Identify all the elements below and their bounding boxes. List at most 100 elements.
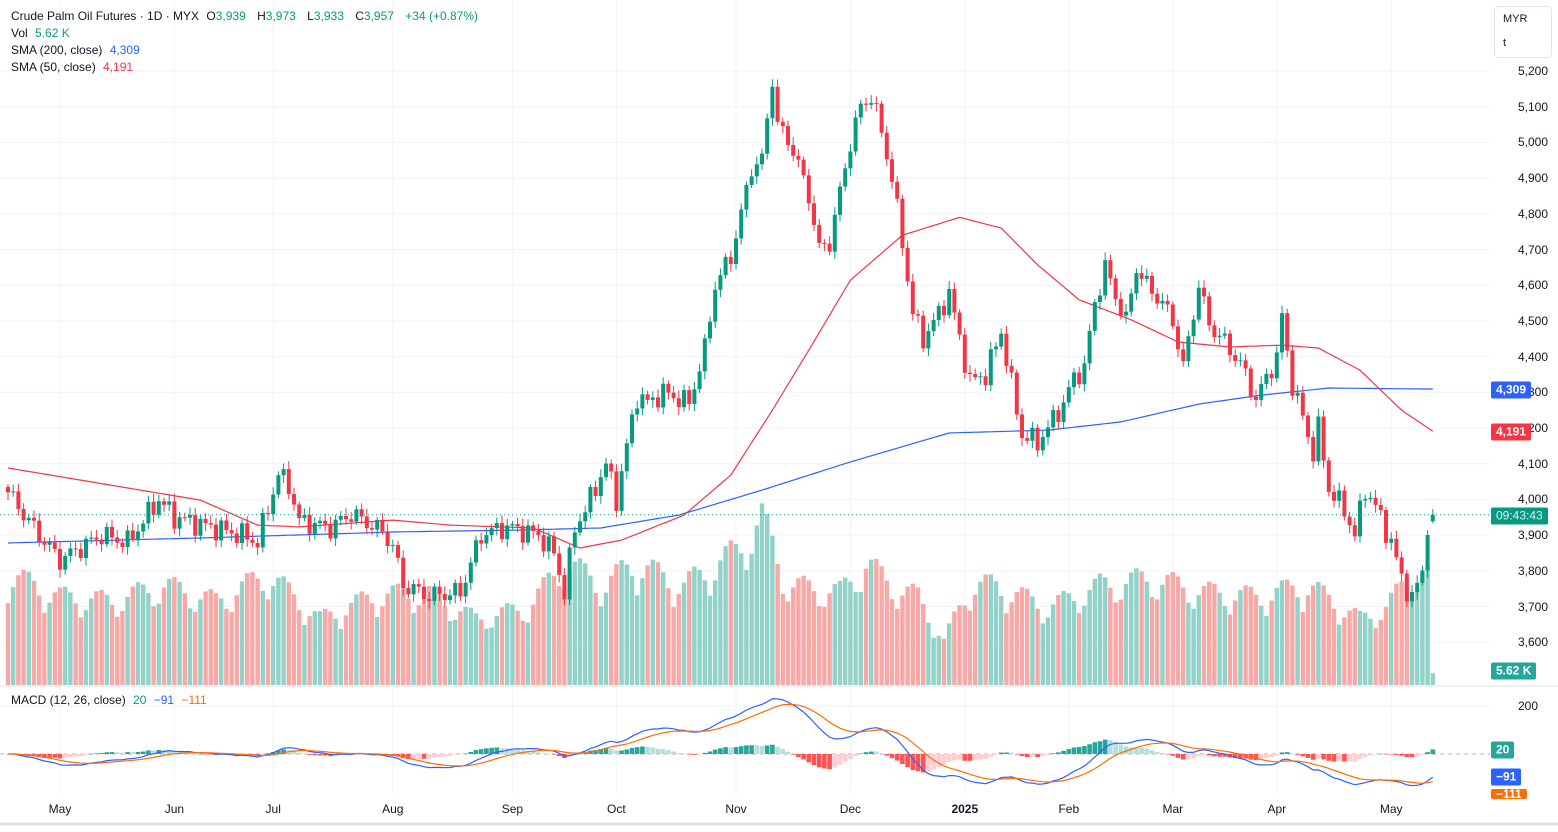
candle-body <box>1108 260 1113 279</box>
volume-bar <box>1160 584 1165 685</box>
candle-body <box>281 469 286 476</box>
volume-bar <box>723 546 728 685</box>
candle <box>442 586 447 607</box>
volume-bar <box>692 566 697 685</box>
macd-histogram-bar <box>811 754 817 766</box>
candle-body <box>333 519 338 539</box>
macd-histogram-bar <box>1030 754 1035 757</box>
candle-body <box>1368 497 1373 499</box>
price-tick-label: 5,200 <box>1517 64 1548 78</box>
macd-histogram-bar <box>1056 752 1061 754</box>
macd-histogram-bar <box>931 754 936 770</box>
candle <box>515 517 520 533</box>
volume-bar <box>1129 572 1134 685</box>
macd-histogram-bar <box>608 748 614 754</box>
candle-body <box>198 518 203 536</box>
volume-bar <box>260 590 265 685</box>
macd-histogram-bar <box>510 748 515 754</box>
candle-body <box>255 542 260 548</box>
candle-body <box>42 541 47 545</box>
macd-histogram-bar <box>1071 747 1077 754</box>
candle-body <box>728 256 733 264</box>
volume-bar <box>1227 614 1233 685</box>
candle <box>494 517 499 536</box>
candle <box>947 281 952 319</box>
macd-histogram-bar <box>926 754 931 772</box>
candle-body <box>349 519 354 522</box>
candle <box>994 342 998 357</box>
candle <box>822 239 827 252</box>
candle-body <box>1378 504 1383 511</box>
volume-bar <box>926 622 931 685</box>
macd-histogram-bar <box>1206 754 1212 756</box>
macd-histogram-bar <box>494 747 500 754</box>
candle-body <box>328 524 333 539</box>
volume-bar <box>1425 564 1430 685</box>
volume-bar <box>796 578 801 685</box>
candle <box>1124 304 1128 324</box>
macd-histogram-bar <box>1113 741 1118 754</box>
macd-histogram-bar <box>915 754 921 772</box>
candle <box>1051 404 1056 432</box>
currency-unit-selector[interactable]: MYR t <box>1494 6 1552 58</box>
candle-body <box>406 588 411 595</box>
macd-histogram-bar <box>135 751 141 754</box>
candle <box>728 250 733 272</box>
macd-histogram-bar <box>1134 747 1139 754</box>
candle-body <box>442 594 447 601</box>
volume-bar <box>1295 597 1300 685</box>
time-tick-label: 2025 <box>951 802 979 816</box>
candle-body <box>682 390 686 408</box>
candle-body <box>151 501 156 515</box>
volume-bar <box>473 613 479 685</box>
ohlc-low: L3,933 <box>307 9 348 23</box>
macd-histogram-bar <box>655 748 661 754</box>
candle <box>198 514 203 541</box>
macd-histogram-bar <box>1087 744 1092 754</box>
macd-histogram-bar <box>1331 754 1337 762</box>
macd-histogram-bar <box>1352 754 1358 762</box>
volume-bar <box>411 612 416 685</box>
macd-histogram-bar <box>1149 750 1155 754</box>
macd-histogram-bar <box>692 754 697 755</box>
candle-body <box>910 281 915 315</box>
macd-legend[interactable]: MACD (12, 26, close) 20 −91 −111 <box>11 692 211 709</box>
candle <box>1264 368 1269 389</box>
low-label: L <box>307 9 314 23</box>
macd-histogram-bar <box>536 752 541 754</box>
candle <box>271 487 276 522</box>
sma50-legend[interactable]: SMA (50, close) 4,191 <box>11 59 137 76</box>
macd-histogram-bar <box>1201 754 1207 755</box>
volume-bar <box>1394 583 1399 685</box>
candle-body <box>245 523 250 540</box>
time-tick-label: May <box>1379 802 1403 816</box>
candle-body <box>1066 387 1071 403</box>
volume-bar <box>343 615 349 685</box>
volume-bar <box>744 569 749 685</box>
sma200-legend[interactable]: SMA (200, close) 4,309 <box>11 42 144 59</box>
volume-bar <box>754 525 759 685</box>
candle-body <box>1222 333 1227 336</box>
candle <box>432 583 437 606</box>
candle-body <box>146 501 151 524</box>
candle-body <box>380 520 385 532</box>
candle-body <box>1306 415 1310 438</box>
candle-body <box>260 512 265 548</box>
candle <box>1144 268 1149 283</box>
macd-histogram-bar <box>936 754 942 767</box>
volume-bar <box>219 598 224 685</box>
volume-bar <box>1222 605 1227 685</box>
volume-bar <box>453 619 458 685</box>
high-value: 3,973 <box>265 9 296 23</box>
volume-bar <box>437 594 442 685</box>
macd-histogram-bar <box>785 751 791 754</box>
candle <box>16 483 21 516</box>
volume-legend[interactable]: Vol 5.62 K <box>11 25 74 42</box>
macd-histogram-bar <box>998 752 1004 754</box>
candle-body <box>624 443 629 472</box>
volume-bars <box>5 503 1435 685</box>
macd-histogram-bar <box>868 751 874 754</box>
candle <box>734 230 738 270</box>
volume-bar <box>1290 585 1295 685</box>
